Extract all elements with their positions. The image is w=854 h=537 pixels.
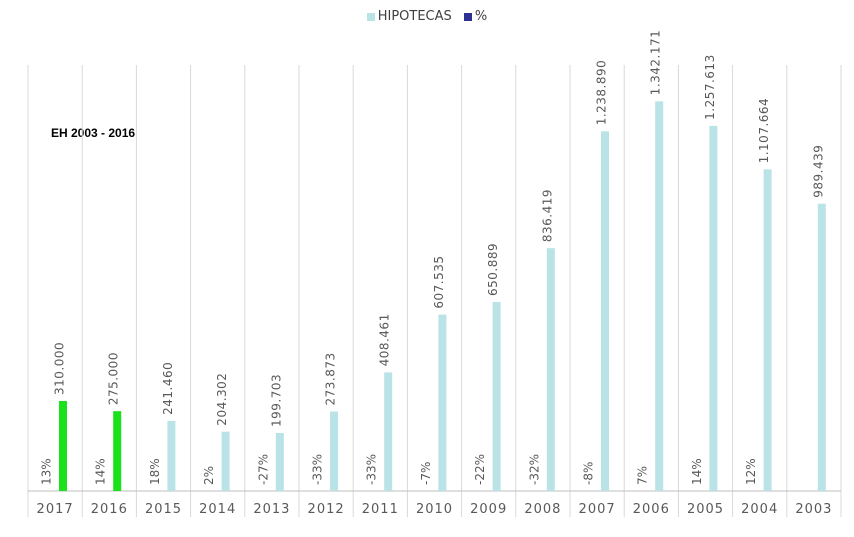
x-tick-label-2007: 2007 [579,502,616,517]
bar-hipotecas-2008 [546,248,555,491]
x-tick-label-2005: 2005 [687,502,724,517]
bar-hipotecas-2003 [817,203,826,491]
x-tick-label-2015: 2015 [145,502,182,517]
legend-swatch-hipotecas [366,12,375,21]
data-label-percent-2017: 13% [40,458,54,485]
legend-label-hipotecas: HIPOTECAS [377,9,452,24]
data-label-hipotecas-2003: 989.439 [811,145,825,198]
bar-hipotecas-2009 [492,302,501,491]
data-label-percent-2011: -33% [365,454,379,485]
data-label-percent-2006: 7% [636,466,650,485]
x-tick-label-2017: 2017 [37,502,74,517]
x-tick-label-2008: 2008 [524,502,561,517]
bar-hipotecas-2005 [709,125,718,491]
bar-hipotecas-2010 [438,314,447,491]
bar-hipotecas-2004 [763,169,772,491]
data-label-hipotecas-2004: 1.107.664 [757,98,771,164]
bar-hipotecas-2013 [275,433,284,491]
data-label-hipotecas-2012: 273.873 [324,352,338,405]
x-tick-label-2010: 2010 [416,502,453,517]
data-label-hipotecas-2014: 204.302 [215,373,229,426]
bar-hipotecas-2006 [655,101,664,492]
data-label-percent-2004: 12% [744,458,758,485]
data-label-percent-2009: -22% [473,454,487,485]
data-label-hipotecas-2007: 1.238.890 [595,60,609,126]
chart-annotation: EH 2003 - 2016 [51,126,136,140]
data-label-percent-2005: 14% [690,458,704,485]
data-label-hipotecas-2008: 836.419 [540,189,554,242]
x-tick-label-2016: 2016 [91,502,128,517]
x-tick-label-2006: 2006 [633,502,670,517]
data-label-percent-2013: -27% [256,454,270,485]
bar-hipotecas-2015 [167,420,176,491]
data-label-hipotecas-2010: 607.535 [432,255,446,308]
x-tick-label-2009: 2009 [470,502,507,517]
data-label-percent-2014: 2% [202,466,216,485]
x-tick-label-2004: 2004 [741,502,778,517]
bar-hipotecas-2011 [384,372,393,491]
bar-hipotecas-2007 [601,131,609,492]
x-tick-label-2012: 2012 [308,502,345,517]
data-label-hipotecas-2013: 199.703 [269,374,283,427]
legend-item-hipotecas: HIPOTECAS [366,9,452,24]
x-tick-label-2011: 2011 [362,502,399,517]
data-label-percent-2008: -32% [527,454,541,485]
data-label-hipotecas-2011: 408.461 [378,313,392,366]
bar-hipotecas-2014 [221,431,230,491]
x-tick-label-2003: 2003 [795,502,832,517]
data-label-hipotecas-2017: 310.000 [53,342,67,395]
data-label-hipotecas-2016: 275.000 [107,352,121,405]
legend: HIPOTECAS % [0,9,854,24]
data-label-percent-2012: -33% [311,454,325,485]
data-label-percent-2015: 18% [148,458,162,485]
data-label-percent-2007: -8% [582,462,596,485]
x-tick-label-2013: 2013 [253,502,290,517]
data-label-percent-2010: -7% [419,462,433,485]
bar-hipotecas-2012 [330,411,338,491]
bar-hipotecas-2016 [113,411,122,491]
data-label-hipotecas-2006: 1.342.171 [649,30,663,96]
data-label-hipotecas-2015: 241.460 [161,362,175,415]
data-label-hipotecas-2005: 1.257.613 [703,54,717,120]
legend-label-percent: % [474,9,488,24]
data-label-percent-2016: 14% [94,458,108,485]
bar-hipotecas-2017 [59,400,67,491]
data-label-hipotecas-2009: 650.889 [486,243,500,296]
x-tick-label-2014: 2014 [199,502,236,517]
legend-swatch-percent [463,12,472,21]
legend-item-percent: % [463,9,488,24]
